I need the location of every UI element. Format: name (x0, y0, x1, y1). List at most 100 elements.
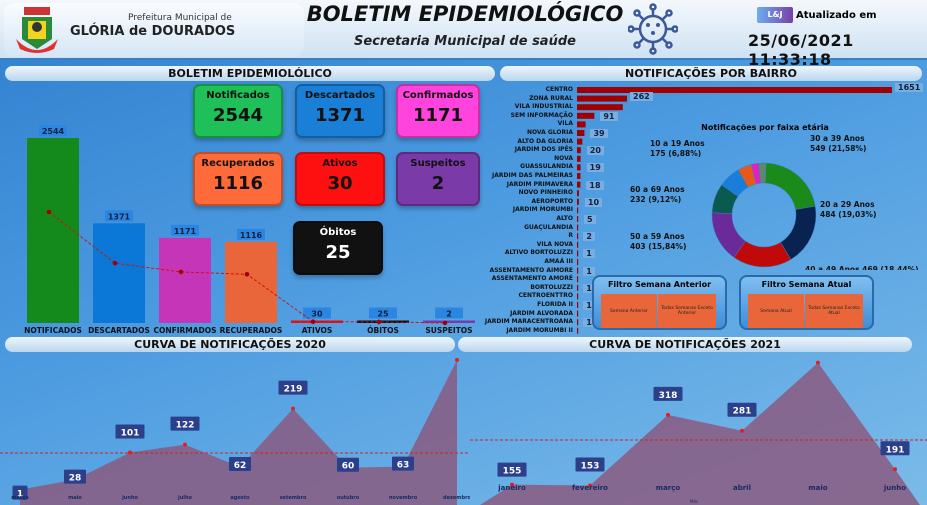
card-confirmados: Confirmados 1171 (396, 84, 480, 138)
filter-button[interactable]: Todas Semanas Exceto Anterior (658, 294, 716, 328)
x-tick-label: junho (121, 495, 138, 501)
bairro-bar[interactable] (577, 147, 581, 154)
bairro-bar[interactable] (577, 112, 595, 119)
card-ativos: Ativos 30 (295, 152, 385, 206)
bairro-bar[interactable] (577, 293, 579, 300)
bairro-value: 1 (583, 249, 595, 259)
bairro-bar[interactable] (577, 259, 579, 265)
bairro-bar[interactable] (577, 276, 579, 283)
filter-button[interactable]: Todas Semanas Exceto Atual (805, 294, 863, 328)
value-label: 153 (581, 462, 600, 472)
value-label: 155 (503, 467, 522, 477)
bairro-bar[interactable] (577, 87, 892, 93)
bairro-label: CENTROENTTRO (518, 292, 573, 300)
bairro-bar[interactable] (577, 104, 623, 111)
bairro-bar[interactable] (577, 319, 579, 326)
bairro-bar[interactable] (577, 250, 579, 257)
bairro-label: SEM INFORMAÇÃO (510, 111, 573, 119)
bairro-bar[interactable] (577, 190, 579, 197)
bairro-value: 10 (584, 197, 603, 207)
bairro-label: NOVA GLORIA (526, 129, 573, 136)
status-bar[interactable] (225, 241, 277, 323)
bairro-label: R (568, 232, 573, 240)
filter-button[interactable]: Semana Atual (748, 294, 804, 328)
bairro-label: BORTOLUZZI (530, 283, 573, 291)
page-subtitle: Secretaria Municipal de saúde (354, 34, 576, 49)
value-label: 62 (234, 461, 247, 471)
bar-value-label: 2544 (42, 127, 65, 136)
status-bar-chart: 2544 NOTIFICADOS 1371 DESCARTADOS 1171 CONFIR… (24, 125, 475, 335)
bairro-value: 91 (600, 111, 618, 121)
data-point[interactable] (510, 482, 514, 487)
bar-category-label: NOTIFICADOS (24, 326, 82, 335)
data-point[interactable] (666, 412, 670, 417)
bairro-label: ALTO DA GLORIA (517, 137, 573, 145)
bairro-label: VILA (557, 120, 573, 128)
bairro-bar[interactable] (577, 302, 579, 308)
data-point[interactable] (128, 450, 132, 455)
bar-label-bg (369, 307, 397, 319)
value-label-bg (170, 416, 200, 431)
age-slice-label: 10 a 19 Anos (650, 139, 705, 148)
bairro-bar[interactable] (577, 173, 581, 179)
data-point[interactable] (740, 428, 744, 433)
bairro-bar[interactable] (577, 233, 579, 240)
data-point[interactable] (816, 360, 820, 365)
bairro-bar[interactable] (577, 241, 579, 248)
data-point[interactable] (588, 483, 592, 488)
bairro-bar[interactable] (577, 155, 581, 162)
bairro-bar[interactable] (577, 327, 579, 334)
status-bar[interactable] (27, 138, 79, 323)
card-descartados: Descartados 1371 (295, 84, 385, 138)
bairro-label: GUAÇULANDIA (524, 223, 573, 231)
header: Prefeitura Municipal de GLÓRIA de DOURAD… (0, 0, 927, 69)
data-point[interactable] (183, 442, 187, 447)
area-fill (480, 362, 920, 505)
bairro-label: ALTO (556, 215, 573, 222)
city-name: GLÓRIA de DOURADOS (70, 24, 236, 39)
bairro-bar[interactable] (577, 164, 581, 171)
filter-panel: Filtro Semana Anterior Semana Anterior T… (592, 275, 727, 330)
bairro-bar[interactable] (577, 95, 627, 102)
filter-button[interactable]: Semana Anterior (601, 294, 657, 328)
age-slice-label: 30 a 39 Anos (810, 135, 865, 143)
value-label: 191 (886, 445, 905, 455)
data-point[interactable] (455, 358, 459, 362)
bairro-bar[interactable] (577, 130, 585, 136)
bairro-value: 1651 (895, 83, 924, 92)
card-label: Confirmados (402, 90, 474, 101)
data-point[interactable] (893, 467, 897, 472)
data-point[interactable] (291, 406, 295, 411)
bairro-bar[interactable] (577, 310, 579, 317)
filter-title: Filtro Semana Anterior (607, 280, 712, 289)
bairro-bar[interactable] (577, 216, 579, 222)
bairro-label: JARDIM MARACENTROANA (484, 318, 573, 326)
bar-value-label: 25 (377, 310, 389, 319)
donut-slice[interactable] (765, 162, 816, 210)
bairro-bar[interactable] (577, 267, 579, 274)
x-tick-label: dezembro (443, 495, 470, 501)
bairro-label: FLORIDA II (537, 301, 573, 308)
bairro-bar[interactable] (577, 224, 579, 231)
bairro-bar[interactable] (577, 207, 579, 214)
bairro-bar[interactable] (577, 198, 579, 205)
card-value: 1171 (412, 105, 464, 126)
bairro-bar[interactable] (577, 284, 579, 291)
bairro-bar[interactable] (577, 138, 583, 145)
value-label-bg (337, 457, 359, 472)
status-bar[interactable] (93, 223, 145, 323)
status-bar[interactable] (423, 320, 475, 324)
value-label-bg (575, 457, 605, 472)
donut-slice[interactable] (758, 162, 767, 184)
bar-category-label: CONFIRMADOS (153, 326, 216, 335)
bairro-bar[interactable] (577, 181, 581, 188)
bairro-bar[interactable] (577, 121, 586, 128)
card-obitos: Óbitos 25 (293, 221, 383, 275)
status-bar[interactable] (159, 237, 211, 323)
section-header-bairro: NOTIFICAÇÕES POR BAIRRO (500, 66, 922, 81)
x-tick-label: março (656, 484, 681, 492)
age-slice-value: 403 (15,84%) (630, 242, 686, 251)
x-tick-label: novembro (389, 495, 418, 501)
bar-value-label: 1171 (174, 227, 197, 236)
